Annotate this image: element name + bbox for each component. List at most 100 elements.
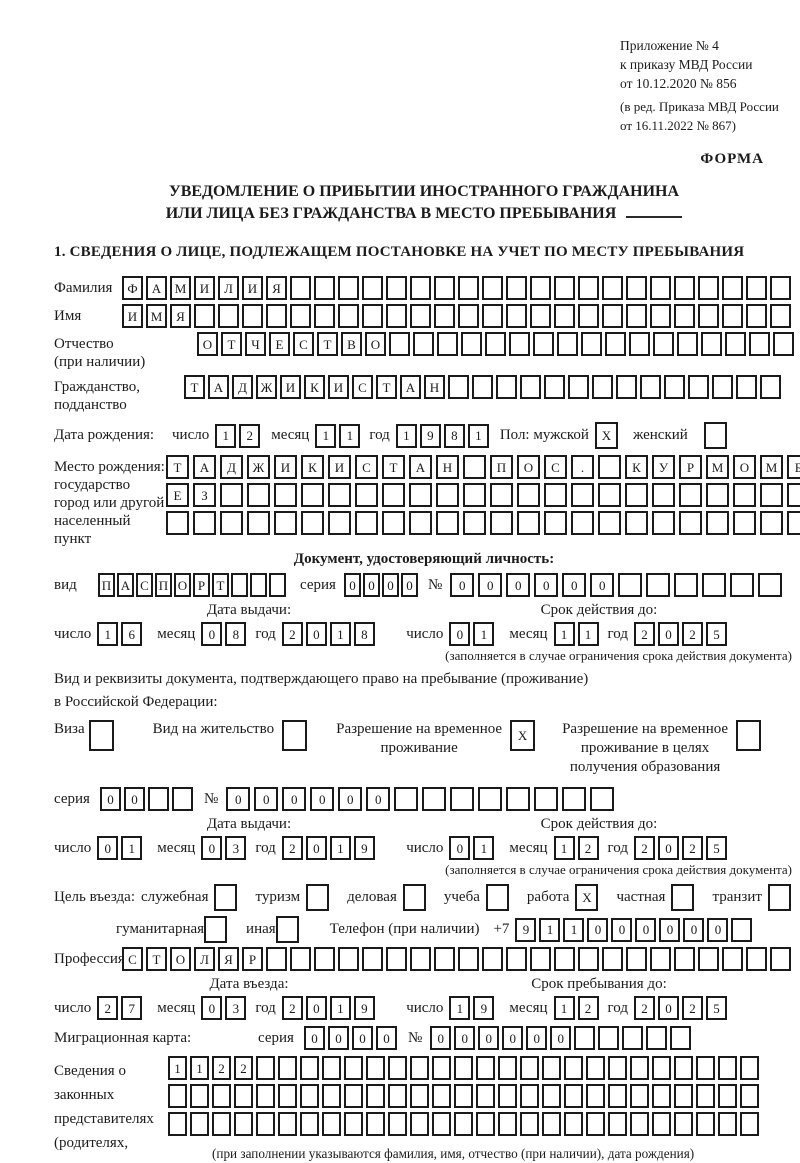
form-cell — [698, 304, 719, 328]
form-cell: 0 — [430, 1026, 452, 1050]
form-cell: 0 — [282, 787, 307, 811]
representatives-line2-cells — [168, 1084, 762, 1108]
form-cell — [338, 276, 359, 300]
purpose-work: работа X — [527, 884, 602, 911]
form-cell: 2 — [682, 836, 703, 860]
form-cell: 0 — [506, 573, 531, 597]
form-cell — [602, 947, 623, 971]
form-cell — [533, 332, 554, 356]
phone-prefix: +7 — [493, 921, 510, 937]
form-cell — [581, 332, 602, 356]
expiry-date-heading: Срок действия до: — [540, 816, 658, 832]
form-cell — [605, 332, 626, 356]
form-cell: . — [571, 455, 594, 479]
form-cell: 3 — [225, 836, 247, 860]
form-cell — [703, 422, 727, 449]
form-cell — [679, 511, 702, 535]
form-cell: 0 — [450, 573, 475, 597]
form-cell — [578, 947, 599, 971]
form-cell — [530, 304, 551, 328]
form-cell: 0 — [562, 573, 587, 597]
form-cell: 1 — [395, 423, 417, 448]
form-cell: 0 — [502, 1026, 524, 1050]
form-cell — [625, 483, 648, 507]
form-cell — [190, 1112, 209, 1136]
form-cell: 0 — [381, 573, 399, 597]
form-cell: Т — [221, 332, 242, 356]
form-cell: 0 — [201, 622, 223, 646]
section1-heading: 1. СВЕДЕНИЯ О ЛИЦЕ, ПОДЛЕЖАЩЕМ ПОСТАНОВК… — [54, 244, 745, 260]
form-cell: Т — [382, 455, 405, 479]
migration-card-label: Миграционная карта: — [54, 1029, 192, 1046]
form-cell: 0 — [254, 787, 279, 811]
form-cell — [571, 483, 594, 507]
form-cell: 0 — [123, 787, 145, 811]
form-cell — [760, 511, 783, 535]
form-cell — [247, 483, 270, 507]
form-cell — [625, 511, 648, 535]
form-cell — [706, 511, 729, 535]
form-cell — [506, 304, 527, 328]
form-cell — [454, 1056, 473, 1080]
form-cell — [355, 483, 378, 507]
form-cell — [476, 1056, 495, 1080]
form-cell — [413, 332, 434, 356]
form-cell: 5 — [706, 836, 727, 860]
form-cell: 1 — [329, 836, 351, 860]
form-cell — [366, 1056, 385, 1080]
form-cell — [544, 375, 565, 399]
citizenship-label: Гражданство, подданство — [54, 379, 141, 413]
form-cell — [626, 947, 647, 971]
form-cell — [314, 276, 335, 300]
form-cell — [746, 947, 767, 971]
form-cell — [274, 483, 297, 507]
form-cell — [344, 1112, 363, 1136]
form-cell — [733, 511, 756, 535]
form-cell: М — [760, 455, 783, 479]
entry-date-headings: Дата въезда: Срок пребывания до: — [54, 975, 794, 994]
form-cell — [434, 304, 455, 328]
purpose-label: Цель въезда: — [54, 889, 135, 905]
form-cell — [770, 276, 791, 300]
form-cell — [767, 884, 791, 911]
form-cell: С — [136, 573, 153, 597]
form-cell: 0 — [351, 1026, 373, 1050]
representatives-label: Сведения о законных представителях (роди… — [54, 1063, 154, 1163]
form-cell — [586, 1084, 605, 1108]
form-cell: 1 — [97, 622, 119, 646]
form-cell — [300, 1112, 319, 1136]
form-cell — [485, 332, 506, 356]
page-title: УВЕДОМЛЕНИЕ О ПРИБЫТИИ ИНОСТРАННОГО ГРАЖ… — [54, 181, 794, 225]
form-cell: 0 — [305, 622, 327, 646]
form-cell — [598, 483, 621, 507]
form-cell: Б — [787, 455, 800, 479]
form-cell: Я — [170, 304, 191, 328]
form-cell — [409, 483, 432, 507]
education-residence-checkbox — [736, 720, 764, 751]
sex-female-label: женский — [632, 427, 688, 443]
form-cell: А — [117, 573, 134, 597]
purpose-other-checkbox — [275, 916, 302, 943]
identity-doc-date-headings: Дата выдачи: Срок действия до: — [54, 601, 794, 620]
form-cell: 0 — [400, 573, 418, 597]
form-cell — [386, 304, 407, 328]
form-cell — [386, 947, 407, 971]
form-cell — [722, 304, 743, 328]
form-cell — [256, 1084, 275, 1108]
form-cell: О — [174, 573, 191, 597]
form-cell — [517, 511, 540, 535]
form-cell — [671, 884, 695, 911]
form-cell — [168, 1112, 187, 1136]
form-cell: 0 — [375, 1026, 397, 1050]
form-cell — [652, 511, 675, 535]
form-cell — [214, 884, 238, 911]
form-cell — [218, 304, 239, 328]
